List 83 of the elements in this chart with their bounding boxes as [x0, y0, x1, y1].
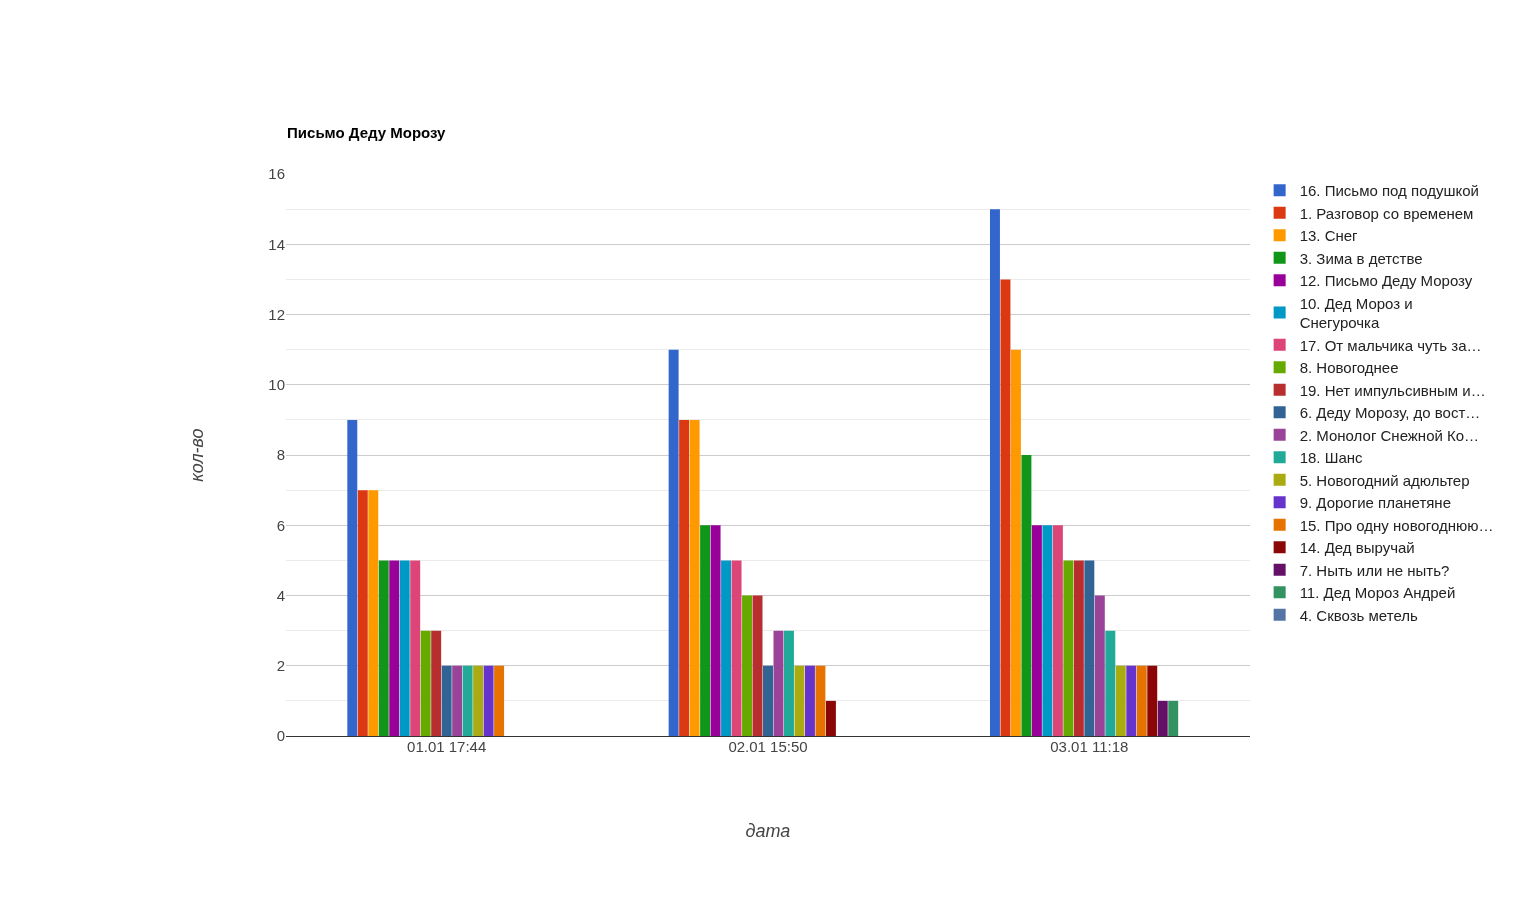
bar	[815, 665, 826, 736]
bar	[1052, 525, 1063, 736]
legend-label: 14. Дед выручай	[1299, 539, 1415, 557]
bar	[825, 700, 836, 736]
bar	[700, 525, 711, 736]
bar	[1147, 665, 1158, 736]
bar	[368, 490, 379, 736]
legend-label: 19. Нет импульсивным и…	[1299, 381, 1486, 399]
y-tick-label: 8	[276, 446, 285, 464]
bar	[794, 665, 805, 736]
bar	[1115, 665, 1126, 736]
bar	[1073, 560, 1084, 736]
bar	[1000, 279, 1011, 736]
bar	[731, 560, 742, 736]
bar	[1021, 455, 1032, 736]
legend-label: 10. Дед Мороз и Снегурочка	[1299, 294, 1413, 332]
bar	[804, 665, 815, 736]
bar	[989, 209, 1000, 736]
y-axis-title: кол-во	[186, 428, 207, 482]
y-tick-label: 0	[276, 727, 285, 745]
x-tick-label: 03.01 11:18	[1050, 738, 1129, 755]
y-tick-label: 10	[268, 376, 285, 393]
bar	[773, 630, 784, 736]
bar	[1031, 525, 1042, 736]
legend-label: 4. Сквозь метель	[1299, 606, 1418, 624]
bar	[679, 419, 690, 736]
bar	[462, 665, 473, 736]
y-tick-label: 14	[268, 235, 285, 253]
chart-title: Письмо Деду Морозу	[287, 124, 447, 142]
bar	[1063, 560, 1074, 736]
x-tick-label: 01.01 17:44	[407, 738, 487, 755]
bar	[1105, 630, 1116, 736]
bar	[473, 665, 484, 736]
bar	[689, 419, 700, 736]
bar	[483, 665, 494, 736]
legend-label: 9. Дорогие планетяне	[1299, 494, 1451, 512]
y-tick-label: 6	[276, 516, 285, 534]
y-tick-label: 12	[268, 305, 285, 323]
bar	[389, 560, 400, 736]
bar	[420, 630, 431, 736]
legend-label: 13. Снег	[1299, 227, 1359, 245]
bar	[494, 665, 505, 736]
bar	[783, 630, 794, 736]
legend-label: 12. Письмо Деду Морозу	[1299, 272, 1473, 290]
bar	[1084, 560, 1095, 736]
legend-label: 15. Про одну новогоднюю…	[1299, 516, 1494, 534]
y-tick-label: 2	[276, 657, 285, 674]
bar	[1010, 349, 1021, 736]
legend-label: 18. Шанс	[1299, 449, 1364, 467]
bar	[452, 665, 463, 736]
bar	[1157, 700, 1168, 736]
bar	[1042, 525, 1053, 736]
legend-label: 16. Письмо под подушкой	[1299, 182, 1479, 200]
bar	[347, 419, 358, 736]
bar	[710, 525, 721, 736]
bar	[1126, 665, 1137, 736]
bar	[399, 560, 410, 736]
bar	[431, 630, 442, 736]
bar	[752, 595, 763, 736]
x-tick-label: 02.01 15:50	[728, 738, 808, 755]
legend-label: 17. От мальчика чуть за…	[1299, 336, 1482, 354]
legend-label: 2. Монолог Снежной Ко…	[1299, 426, 1480, 444]
bar	[378, 560, 389, 736]
y-tick-label: 16	[268, 165, 285, 183]
y-tick-label: 4	[276, 586, 285, 604]
bar	[1168, 700, 1179, 736]
legend-label: 11. Дед Мороз Андрей	[1299, 584, 1456, 602]
legend-label: 3. Зима в детстве	[1299, 249, 1423, 267]
bar	[742, 595, 753, 736]
bar	[1094, 595, 1105, 736]
bar	[668, 349, 679, 736]
bar	[357, 490, 368, 736]
x-axis-title: дата	[745, 821, 791, 842]
bar	[721, 560, 732, 736]
bar	[763, 665, 773, 736]
legend-label: 5. Новогодний адюльтер	[1299, 471, 1470, 489]
legend-label: 7. Ныть или не ныть?	[1299, 561, 1450, 579]
bar	[1136, 665, 1147, 736]
bar	[441, 665, 452, 736]
legend-label: 6. Деду Морозу, до вост…	[1299, 404, 1481, 422]
legend-label: 8. Новогоднее	[1299, 359, 1399, 377]
legend-label: 1. Разговор со временем	[1299, 204, 1474, 222]
bar	[410, 560, 421, 736]
